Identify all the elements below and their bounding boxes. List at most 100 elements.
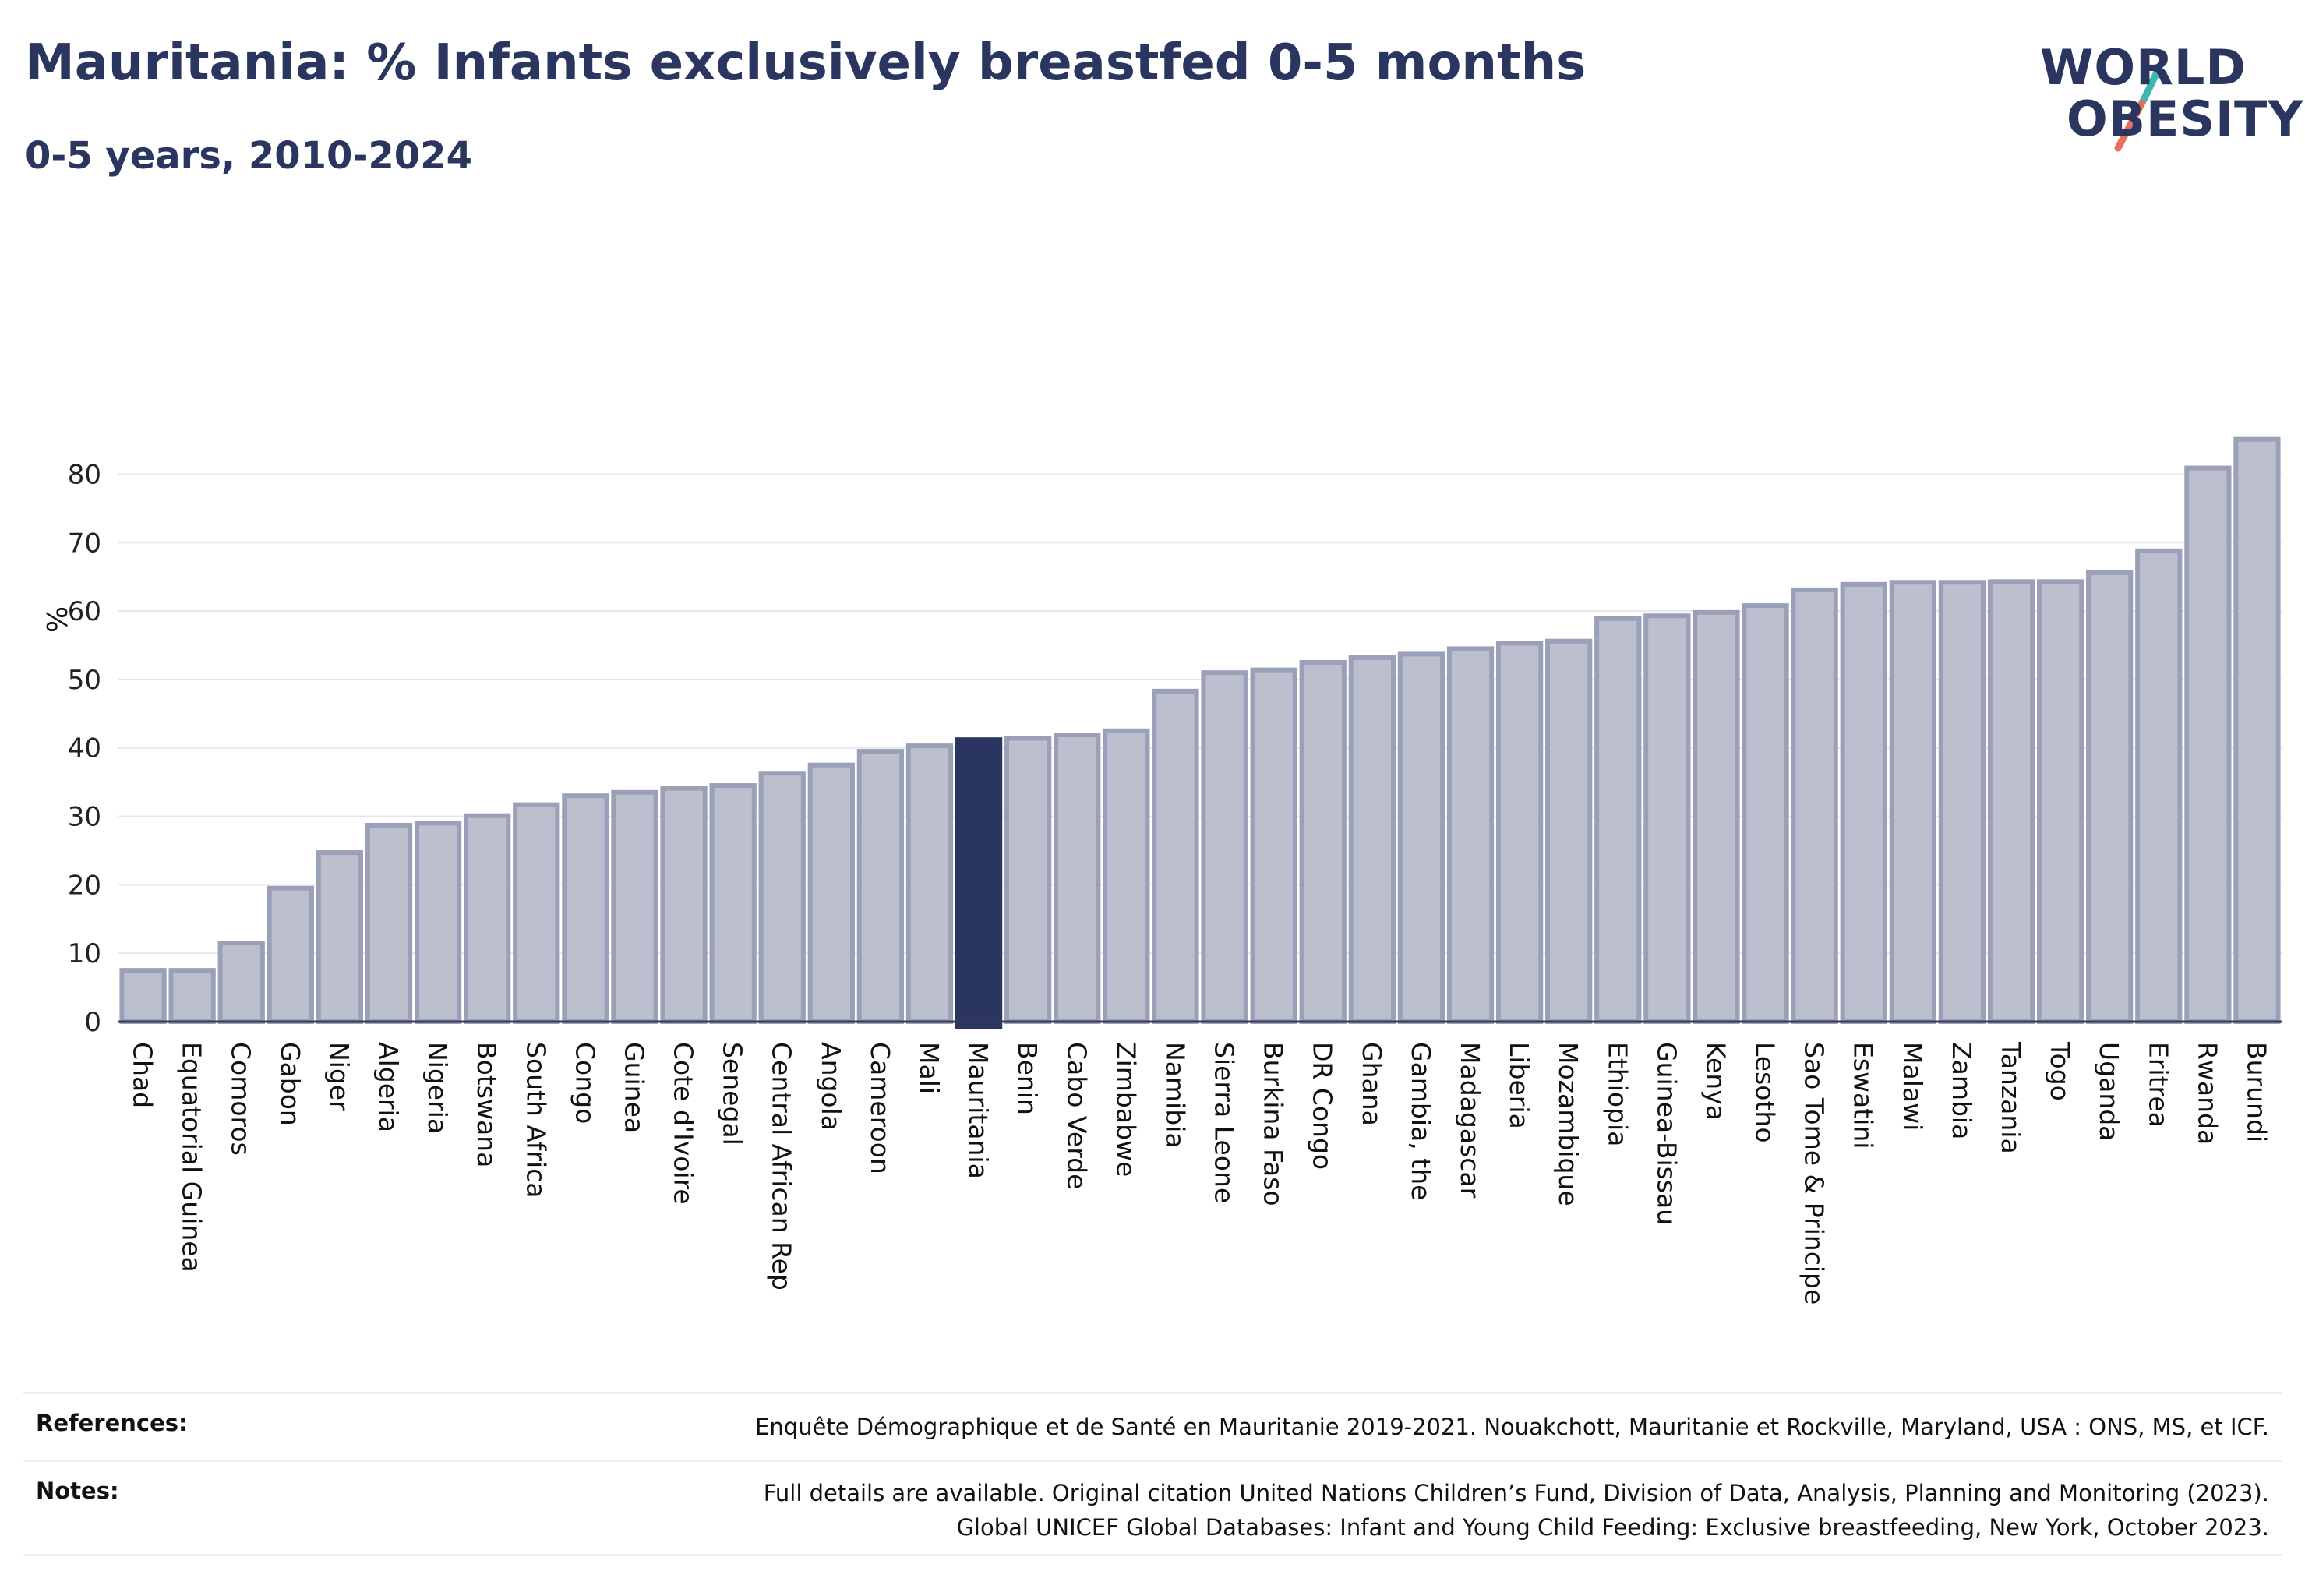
x-tick-label: Uganda	[2094, 1042, 2124, 1141]
y-tick-label: 20	[68, 870, 101, 901]
bar	[217, 941, 265, 1024]
x-tick-label: Botswana	[471, 1042, 502, 1167]
y-tick-label: 60	[68, 596, 101, 627]
bar	[513, 802, 560, 1024]
x-tick-label: Algeria	[373, 1042, 404, 1132]
notes-line-1: Full details are available. Original cit…	[763, 1480, 2269, 1506]
bar	[709, 783, 757, 1024]
bar	[464, 813, 511, 1025]
bar	[2086, 570, 2134, 1024]
x-tick-label: Guinea	[619, 1042, 649, 1133]
references-label: References:	[36, 1410, 188, 1436]
y-tick-label: 40	[68, 733, 101, 764]
x-tick-label: Zimbabwe	[1110, 1042, 1141, 1177]
x-tick-label: Cabo Verde	[1061, 1042, 1092, 1189]
x-tick-label: Eswatini	[1848, 1042, 1879, 1149]
x-tick-label: Ethiopia	[1602, 1042, 1633, 1146]
x-tick-label: Burundi	[2241, 1042, 2271, 1142]
bar	[1693, 609, 1740, 1024]
x-tick-label: Guinea-Bissau	[1651, 1042, 1682, 1225]
y-tick-label: 70	[68, 528, 101, 559]
x-tick-label: Eritrea	[2143, 1042, 2173, 1128]
world-obesity-logo: WORLD OBESITY	[2026, 31, 2303, 164]
notes-row: Notes: Full details are available. Origi…	[23, 1460, 2282, 1556]
bar	[2135, 548, 2183, 1024]
x-axis-labels: Chad Equatorial Guinea Comoros Gabon Niger Al…	[128, 1041, 2272, 1305]
x-tick-label: Senegal	[718, 1042, 748, 1146]
logo-text-obesity: OBESITY	[2067, 90, 2304, 147]
y-tick-label: 30	[68, 802, 101, 833]
x-tick-label: Equatorial Guinea	[177, 1042, 207, 1273]
x-tick-label: Mozambique	[1553, 1042, 1583, 1206]
x-tick-label: Mauritania	[963, 1042, 994, 1179]
x-tick-label: Liberia	[1504, 1042, 1534, 1129]
references-text: Enquête Démographique et de Santé en Mau…	[755, 1414, 2269, 1440]
bar	[1348, 655, 1396, 1025]
bar	[758, 771, 806, 1024]
y-axis-label: %	[40, 606, 72, 633]
y-axis-ticks: 0 10 20 30 40 50 60 70 80	[68, 459, 101, 1038]
bar	[1545, 638, 1593, 1025]
bar	[119, 968, 167, 1025]
footer: References: Enquête Démographique et de …	[23, 1392, 2282, 1556]
x-tick-label: Zambia	[1947, 1042, 1977, 1139]
bar	[562, 793, 609, 1024]
x-tick-label: Sierra Leone	[1209, 1042, 1240, 1203]
x-tick-label: Angola	[816, 1042, 846, 1131]
bar	[1299, 659, 1347, 1024]
bar	[1054, 733, 1101, 1025]
bar	[856, 749, 905, 1025]
references-row: References: Enquête Démographique et de …	[23, 1392, 2282, 1460]
x-tick-label: Lesotho	[1750, 1042, 1781, 1143]
x-tick-label: Mali	[914, 1042, 944, 1094]
x-tick-label: Nigeria	[422, 1042, 453, 1134]
bar	[2036, 579, 2084, 1024]
x-tick-label: Kenya	[1700, 1042, 1731, 1121]
x-tick-label: DR Congo	[1308, 1042, 1338, 1170]
bars	[119, 436, 2281, 1029]
y-tick-label: 0	[84, 1007, 101, 1038]
bar	[267, 885, 314, 1024]
chart-subtitle: 0-5 years, 2010-2024	[25, 134, 472, 178]
x-tick-label: South Africa	[521, 1042, 551, 1199]
y-tick-label: 80	[68, 459, 101, 490]
bar	[414, 821, 462, 1024]
x-tick-label: Sao Tome & Principe	[1799, 1042, 1830, 1305]
bar	[1742, 603, 1789, 1024]
bar	[1446, 646, 1495, 1024]
bar	[2233, 436, 2281, 1024]
x-tick-label: Cote d'Ivoire	[669, 1042, 699, 1205]
notes-line-2: Global UNICEF Global Databases: Infant a…	[956, 1514, 2269, 1541]
x-tick-label: Chad	[128, 1042, 158, 1108]
x-tick-label: Gabon	[275, 1042, 305, 1126]
bar	[1643, 613, 1691, 1024]
bar	[1004, 736, 1052, 1025]
bar	[1495, 641, 1544, 1024]
x-tick-label: Namibia	[1160, 1042, 1190, 1149]
bar	[807, 762, 855, 1024]
bar	[1840, 581, 1887, 1024]
bar	[1791, 587, 1838, 1024]
bar	[1152, 688, 1199, 1024]
bar-highlight	[955, 737, 1003, 1029]
y-tick-label: 10	[68, 938, 101, 969]
bar	[1987, 579, 2035, 1024]
bar	[660, 786, 708, 1024]
x-tick-label: Central African Rep	[767, 1042, 797, 1291]
x-tick-label: Congo	[570, 1042, 600, 1124]
bar	[1103, 728, 1150, 1024]
bar	[316, 850, 364, 1024]
logo-slash-icon	[2114, 55, 2167, 152]
x-tick-label: Malawi	[1897, 1042, 1928, 1131]
bar	[1889, 580, 1936, 1024]
x-tick-label: Rwanda	[2192, 1042, 2222, 1145]
bar	[1201, 670, 1248, 1024]
x-tick-label: Ghana	[1357, 1042, 1387, 1126]
x-tick-label: Togo	[2045, 1041, 2075, 1101]
chart-title: Mauritania: % Infants exclusively breast…	[25, 34, 1587, 92]
x-tick-label: Comoros	[226, 1042, 256, 1156]
bar	[611, 789, 658, 1024]
x-tick-label: Niger	[324, 1042, 355, 1111]
bar	[1250, 667, 1297, 1025]
